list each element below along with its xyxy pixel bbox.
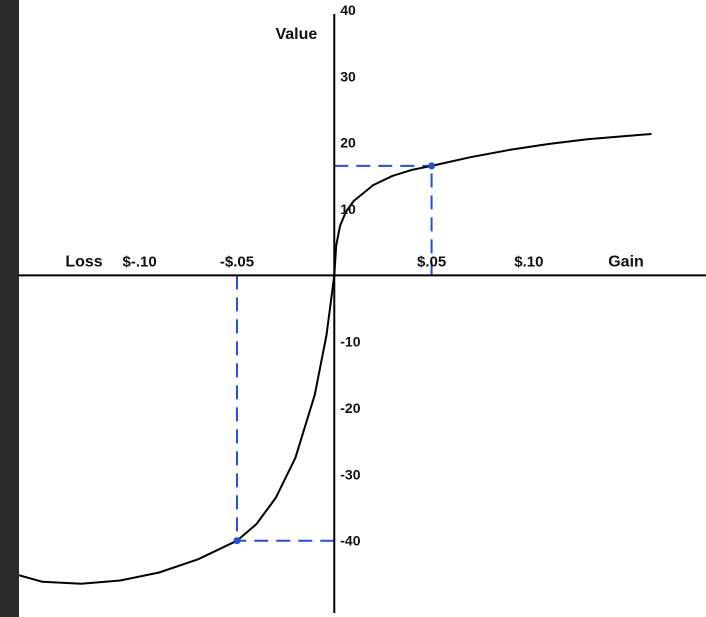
chart-panel: $-.10 -$.05 $.05 $.10 40 30 20 10 -10 -20 -30 -40 … [19,0,706,617]
x-tick-labels: $-.10 -$.05 $.05 $.10 [123,253,544,270]
y-axis-label: Value [275,26,317,43]
highlight-point-1 [233,537,241,545]
x-axis-label-gain: Gain [608,253,644,270]
highlight-points [233,162,436,545]
y-tick-label: 40 [340,2,356,18]
y-tick-label: -10 [340,334,360,350]
y-tick-label: 20 [340,135,356,151]
y-tick-label: -30 [340,466,360,482]
x-axis-label-loss: Loss [65,253,102,270]
y-tick-label: 30 [340,68,356,84]
guide-lines [235,164,433,542]
y-tick-label: 10 [340,201,356,217]
value-function-chart: $-.10 -$.05 $.05 $.10 40302010-10-20-30-40 … [19,2,706,613]
x-tick-label: $.10 [514,253,543,270]
x-tick-label: $.05 [417,253,446,270]
y-tick-label: -20 [340,400,360,416]
highlight-point-0 [428,162,436,170]
x-tick-label: $-.10 [123,253,157,270]
y-tick-labels: 40 30 20 10 -10 -20 -30 -40 [340,2,360,549]
x-tick-label: -$.05 [220,253,254,270]
value-curve [19,133,652,585]
y-tick-label: -40 [340,533,360,549]
